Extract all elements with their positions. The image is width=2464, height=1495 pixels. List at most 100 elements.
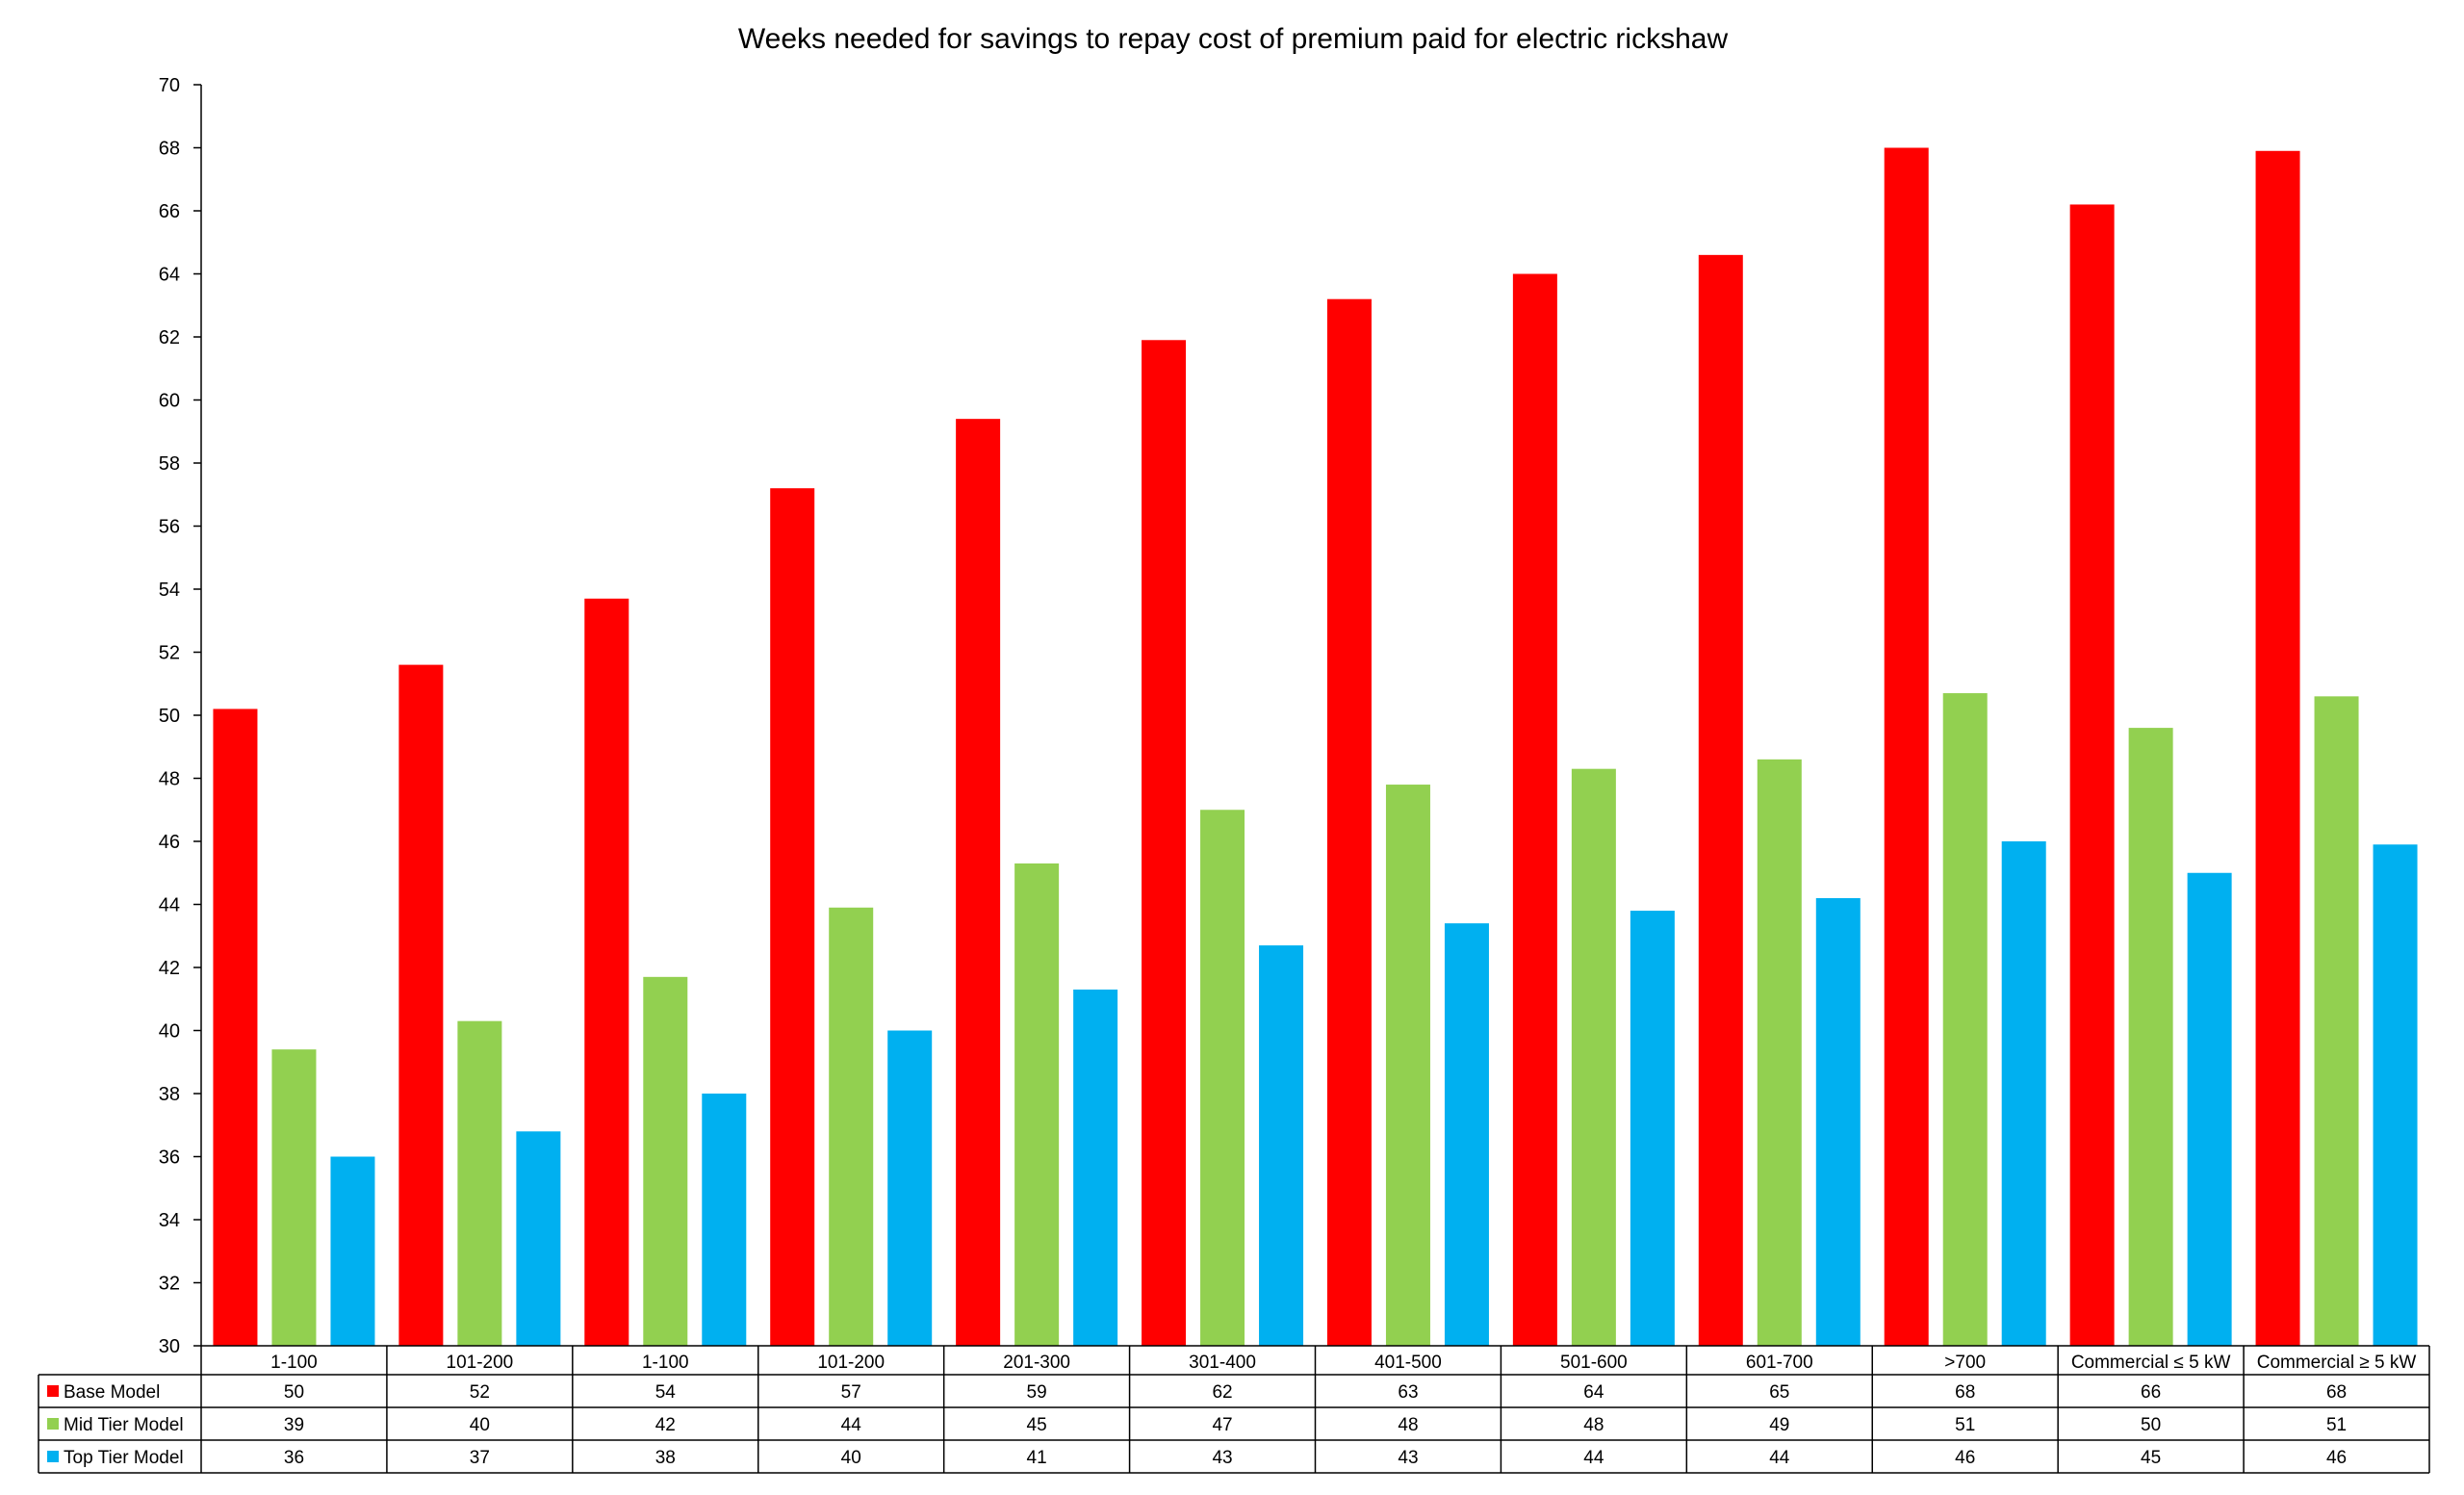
bar-top-tier-model <box>1815 897 1861 1346</box>
bar-base-model <box>1326 298 1372 1347</box>
table-value: 44 <box>1583 1448 1604 1468</box>
legend-label: Base Model <box>64 1382 160 1403</box>
bar-top-tier-model <box>516 1131 561 1346</box>
bar-top-tier-model <box>2187 872 2232 1346</box>
bar-mid-tier-model <box>2314 696 2359 1346</box>
bar-mid-tier-model <box>1200 810 1245 1346</box>
bar-top-tier-model <box>1444 923 1489 1346</box>
table-value: 41 <box>1027 1448 1047 1468</box>
x-category-label: 101-200 <box>447 1353 514 1373</box>
table-value: 50 <box>2141 1415 2161 1435</box>
table-value: 49 <box>1769 1415 1789 1435</box>
bar-base-model <box>2255 150 2300 1346</box>
table-value: 54 <box>655 1382 677 1403</box>
y-tick-label: 60 <box>159 391 180 412</box>
chart-title: Weeks needed for savings to repay cost o… <box>738 23 1729 55</box>
x-category-label: Commercial ≤ 5 kW <box>2071 1353 2231 1373</box>
table-value: 64 <box>1583 1382 1604 1403</box>
table-value: 59 <box>1027 1382 1047 1403</box>
bar-base-model <box>398 664 444 1346</box>
table-value: 46 <box>1955 1448 1975 1468</box>
bar-base-model <box>213 709 258 1346</box>
x-category-label: 1-100 <box>642 1353 689 1373</box>
table-value: 43 <box>1398 1448 1418 1468</box>
y-tick-label: 54 <box>159 580 180 601</box>
legend-label: Top Tier Model <box>64 1448 184 1468</box>
x-category-label: 501-600 <box>1560 1353 1628 1373</box>
bar-base-model <box>1884 147 1929 1346</box>
bar-mid-tier-model <box>1014 863 1060 1346</box>
table-value: 51 <box>1955 1415 1975 1435</box>
table-value: 52 <box>470 1382 490 1403</box>
bar-top-tier-model <box>330 1156 375 1346</box>
y-tick-label: 38 <box>159 1084 180 1105</box>
table-value: 65 <box>1769 1382 1789 1403</box>
x-category-label: >700 <box>1944 1353 1986 1373</box>
x-category-label: 601-700 <box>1746 1353 1813 1373</box>
table-value: 45 <box>1027 1415 1047 1435</box>
legend-swatch <box>47 1418 59 1430</box>
y-tick-label: 48 <box>159 769 180 790</box>
y-tick-label: 46 <box>159 832 180 853</box>
x-category-label: 201-300 <box>1003 1353 1070 1373</box>
table-value: 66 <box>2141 1382 2161 1403</box>
y-tick-label: 40 <box>159 1021 180 1043</box>
x-category-label: 301-400 <box>1189 1353 1256 1373</box>
x-category-label: 401-500 <box>1374 1353 1442 1373</box>
legend-swatch <box>47 1385 59 1397</box>
table-value: 44 <box>1769 1448 1790 1468</box>
y-tick-label: 68 <box>159 139 180 160</box>
table-value: 68 <box>1955 1382 1975 1403</box>
y-tick-label: 56 <box>159 517 180 538</box>
table-value: 48 <box>1583 1415 1604 1435</box>
table-value: 51 <box>2326 1415 2347 1435</box>
bar-mid-tier-model <box>2128 728 2173 1346</box>
y-tick-label: 44 <box>159 895 180 916</box>
bar-base-model <box>956 419 1001 1346</box>
table-value: 40 <box>470 1415 490 1435</box>
bar-mid-tier-model <box>1385 785 1430 1346</box>
bar-top-tier-model <box>2001 841 2046 1346</box>
x-category-label: 1-100 <box>270 1353 318 1373</box>
bar-top-tier-model <box>1073 989 1118 1346</box>
bars-group <box>213 147 2418 1347</box>
y-axis: 30 32 34 36 38 40 42 44 46 48 50 52 54 56 58 60 62 64 66 68… <box>159 75 202 1357</box>
table-value: 68 <box>2326 1382 2347 1403</box>
table-value: 37 <box>470 1448 490 1468</box>
table-value: 47 <box>1212 1415 1232 1435</box>
y-tick-label: 52 <box>159 643 180 664</box>
table-value: 42 <box>655 1415 676 1435</box>
y-tick-label: 42 <box>159 958 180 979</box>
table-value: 62 <box>1212 1382 1232 1403</box>
table-value: 38 <box>655 1448 676 1468</box>
bar-base-model <box>770 488 815 1346</box>
y-tick-label: 62 <box>159 327 180 348</box>
bar-mid-tier-model <box>457 1020 502 1346</box>
bar-mid-tier-model <box>1571 768 1616 1346</box>
table-value: 43 <box>1212 1448 1232 1468</box>
y-tick-label: 58 <box>159 453 180 475</box>
bar-top-tier-model <box>1630 911 1675 1346</box>
bar-mid-tier-model <box>271 1049 317 1346</box>
table-value: 39 <box>284 1415 304 1435</box>
bar-top-tier-model <box>2373 844 2418 1346</box>
y-tick-label: 50 <box>159 706 180 727</box>
table-value: 36 <box>284 1448 304 1468</box>
data-table: 1-100 101-200 1-100 101-200 201-300 301-400 40… <box>38 1345 2430 1474</box>
bar-base-model <box>1698 254 1743 1347</box>
bar-top-tier-model <box>1259 945 1304 1346</box>
table-value: 57 <box>841 1382 861 1403</box>
table-value: 40 <box>841 1448 861 1468</box>
table-value: 44 <box>841 1415 862 1435</box>
x-category-label: Commercial ≥ 5 kW <box>2257 1353 2417 1373</box>
bar-base-model <box>1512 273 1557 1346</box>
legend-label: Mid Tier Model <box>64 1415 184 1435</box>
y-tick-label: 34 <box>159 1210 180 1231</box>
table-value: 46 <box>2326 1448 2347 1468</box>
bar-base-model <box>584 598 629 1346</box>
y-tick-label: 64 <box>159 265 180 286</box>
x-category-label: 101-200 <box>817 1353 885 1373</box>
bar-mid-tier-model <box>829 907 874 1346</box>
